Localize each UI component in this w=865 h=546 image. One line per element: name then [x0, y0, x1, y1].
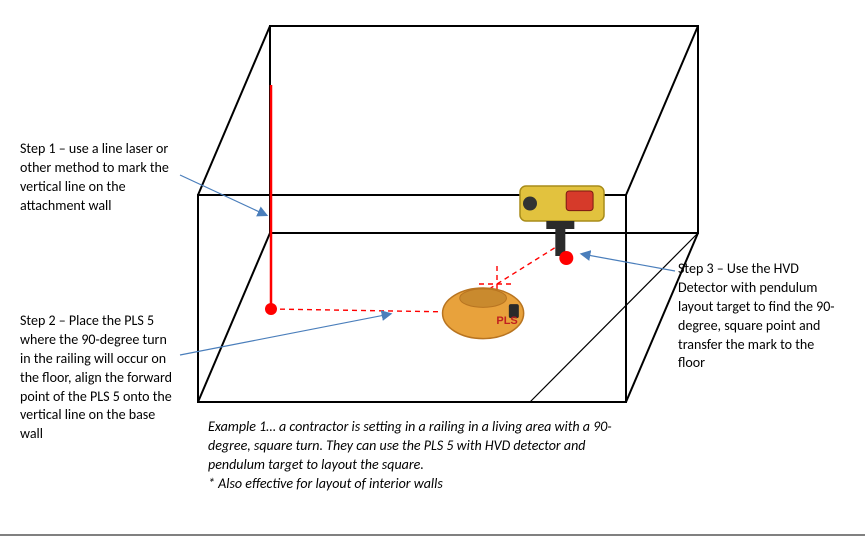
- hvd-detector: [520, 186, 604, 265]
- step3-text: Step 3 – Use the HVD Detector with pendu…: [678, 260, 843, 373]
- caption-line1: Example 1… a contractor is setting in a …: [208, 418, 612, 473]
- step1-text: Step 1 – use a line laser or other metho…: [20, 140, 178, 216]
- room-wireframe: [198, 26, 698, 402]
- step2-text: Step 2 – Place the PLS 5 where the 90-de…: [20, 312, 178, 444]
- pls5-device: PLS: [443, 288, 524, 339]
- caption-line2: * Also effective for layout of interior …: [208, 475, 443, 492]
- example-caption: Example 1… a contractor is setting in a …: [208, 418, 628, 494]
- svg-text:PLS: PLS: [496, 315, 517, 327]
- laser-lines: [265, 85, 564, 315]
